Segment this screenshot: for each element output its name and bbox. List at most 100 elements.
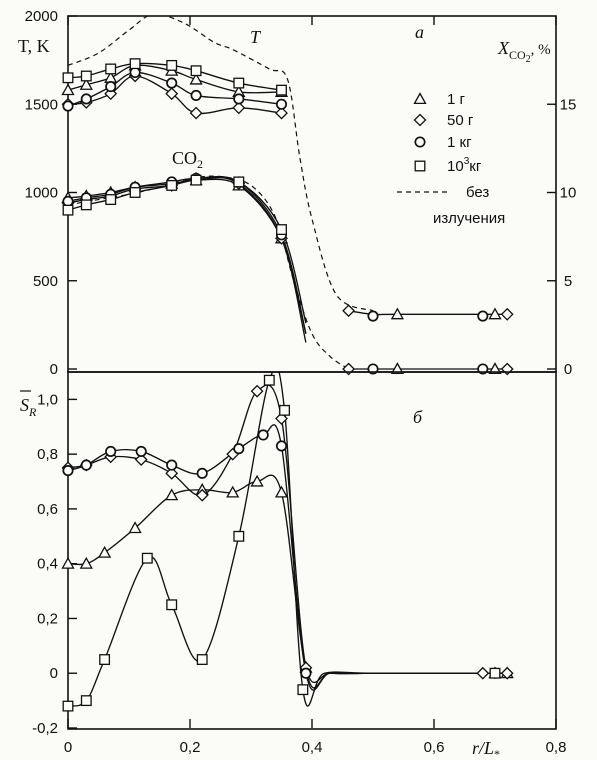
data-point [105,194,117,206]
tail-data-point [390,307,405,320]
y-tick-label-left: 2000 [25,8,58,25]
legend-label: без [466,184,489,201]
tail-data-point [488,362,502,375]
bottom-data-point [226,485,240,498]
legend-label: излучения [433,210,505,227]
y-tick-label-left: 500 [33,273,58,290]
curve-label-CO2-main: CO [172,148,197,168]
x-tick-label: 0,6 [424,739,445,756]
panel-b-label: б [413,407,423,427]
y-axis-title-bottom: SR [20,395,37,419]
y-tick-label-left: 1500 [25,96,58,113]
bottom-data-point [274,485,289,498]
data-point [129,58,141,70]
panel-b: б SR -0,200,20,40,60,81,0 0 0,2 0,4 0,6 0,8 … [20,16,566,760]
bottom-data-point [134,453,148,467]
panel-a-label: a [415,22,424,42]
bottom-data-point [300,667,312,679]
bottom-data-point [99,654,111,665]
tail-data-point [488,307,502,320]
data-point [190,174,202,186]
bottom-data-point [250,474,264,487]
y-axis-title-right-subsub: 2 [526,54,531,65]
data-point [275,106,288,120]
bottom-data-point [165,488,179,501]
x-axis-title-main: r/L [472,738,494,758]
tail-data-point [367,310,379,322]
y-tick-label-bottom: 1,0 [37,391,58,408]
y-axis-title-right: XCO2, % [497,38,551,65]
legend-label: 50 г [447,112,474,129]
y-tick-label-right: 10 [560,185,577,202]
x-tick-label: 0,8 [546,739,567,756]
bottom-data-point [135,445,147,457]
y-tick-label-left: 1000 [25,185,58,202]
data-point [62,204,74,216]
y-tick-label-right: 5 [564,273,572,290]
bottom-data-point [500,666,514,680]
bottom-data-point [141,552,153,564]
legend-marker [414,160,426,172]
data-point [80,93,92,105]
y-tick-label-left: 0 [50,361,58,378]
bottom-data-point [257,429,269,441]
curve-label-T: T [250,27,262,47]
tail-data-point [342,304,356,318]
data-point [189,72,203,85]
x-tick-label: 0,2 [180,739,201,756]
bottom-data-point [250,384,264,398]
data-point [276,224,287,236]
bottom-data-point [79,556,93,569]
curve-label-CO2: CO2 [172,148,203,171]
data-point [62,100,74,112]
data-point [62,72,74,84]
data-point [190,89,202,101]
y-tick-label-bottom: -0,2 [32,720,58,737]
legend-marker [414,136,426,148]
bottom-data-point [233,443,245,455]
bottom-data-point [165,466,179,480]
data-point [233,176,245,188]
legend-marker [413,92,427,105]
curve-label-CO2-sub: 2 [197,157,203,171]
y-axis-title-bottom-sub: R [28,405,37,419]
data-point [190,65,202,77]
y-axis-title-right-main: X [497,38,510,58]
bottom-series-line-3 [68,372,495,707]
x-axis-title: r/L* [472,738,500,760]
bottom-data-point [80,695,92,707]
bottom-data-point [128,521,142,534]
bottom-data-point [196,467,208,479]
bottom-data-point [62,700,74,712]
legend-label: 1 г [447,91,466,108]
y-tick-label-bottom: 0 [50,665,58,682]
y-axis-title-right-sub: CO [509,48,526,62]
data-point [105,63,117,75]
tail-data-point [500,307,514,321]
y-axis-title-bottom-main: S [20,395,29,415]
data-point [233,93,245,105]
y-tick-label-bottom: 0,4 [37,556,58,573]
bottom-data-point [80,459,92,471]
y-axis-title-left: T, K [18,36,50,56]
x-axis-title-sub: * [494,747,500,760]
y-tick-label-bottom: 0,6 [37,501,58,518]
bottom-data-point [476,666,490,680]
data-point [129,187,141,198]
y-tick-label-right: 0 [564,361,572,378]
bottom-data-point [61,556,75,569]
data-point [61,83,75,96]
x-tick-label: 0 [64,739,72,756]
y-tick-label-bottom: 0,8 [37,446,58,463]
y-tick-label-bottom: 0,2 [37,610,58,627]
panel-b-frame [67,371,557,730]
data-point [275,98,288,110]
tail-data-point [390,362,405,375]
data-point [105,81,117,93]
bottom-data-point [62,465,74,477]
bottom-data-point [275,440,288,452]
data-point [79,77,93,90]
data-point [233,77,245,89]
bottom-data-point [297,684,309,696]
data-point [276,84,287,96]
